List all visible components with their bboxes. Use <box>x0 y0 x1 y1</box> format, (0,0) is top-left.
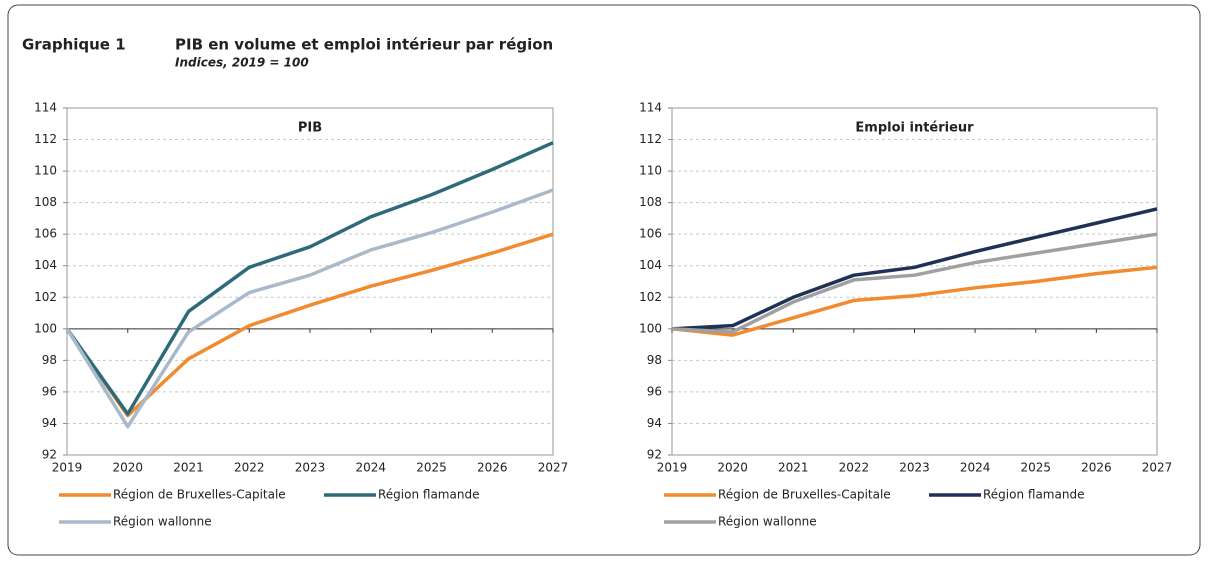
series-line <box>671 207 1158 331</box>
series-line <box>65 232 554 418</box>
x-tick-label: 2021 <box>778 461 809 475</box>
y-tick-label: 98 <box>647 353 662 367</box>
x-tick-label: 2020 <box>717 461 748 475</box>
y-tick-label: 104 <box>639 258 662 272</box>
x-tick-label: 2021 <box>173 461 204 475</box>
x-tick-label: 2020 <box>112 461 143 475</box>
legend-label: Région flamande <box>378 488 479 502</box>
x-tick-label: 2025 <box>416 461 447 475</box>
legend-label: Région wallonne <box>113 515 212 529</box>
x-tick-label: 2024 <box>355 461 386 475</box>
x-tick-label: 2022 <box>839 461 870 475</box>
y-tick-label: 94 <box>647 416 662 430</box>
y-tick-label: 102 <box>34 290 57 304</box>
chart-title: PIB <box>298 121 322 136</box>
y-tick-label: 112 <box>639 132 662 146</box>
y-tick-label: 100 <box>639 321 662 335</box>
figure-subtitle: Indices, 2019 = 100 <box>175 56 309 70</box>
x-tick-label: 2025 <box>1020 461 1051 475</box>
y-tick-label: 114 <box>34 101 57 115</box>
x-tick-label: 2026 <box>1081 461 1112 475</box>
y-tick-label: 108 <box>639 195 662 209</box>
frame <box>7 4 1201 556</box>
series-line <box>671 232 1158 334</box>
y-tick-label: 94 <box>42 416 57 430</box>
y-tick-label: 100 <box>34 321 57 335</box>
x-tick-label: 2024 <box>960 461 991 475</box>
figure-title: PIB en volume et emploi intérieur par ré… <box>175 36 553 54</box>
y-tick-label: 96 <box>647 384 662 398</box>
figure-label: Graphique 1 <box>22 36 126 54</box>
x-tick-label: 2023 <box>899 461 930 475</box>
x-tick-label: 2027 <box>1142 461 1173 475</box>
y-tick-label: 92 <box>42 448 57 462</box>
chart-title: Emploi intérieur <box>855 121 974 136</box>
y-tick-label: 112 <box>34 132 57 146</box>
x-tick-label: 2027 <box>538 461 569 475</box>
y-tick-label: 96 <box>42 384 57 398</box>
legend-label: Région flamande <box>983 488 1084 502</box>
x-tick-label: 2022 <box>234 461 265 475</box>
y-tick-label: 106 <box>34 227 57 241</box>
x-tick-label: 2023 <box>295 461 326 475</box>
y-tick-label: 102 <box>639 290 662 304</box>
plot-border <box>671 107 1158 456</box>
series-line <box>671 265 1158 337</box>
y-tick-label: 110 <box>34 164 57 178</box>
series-line <box>65 188 554 429</box>
y-tick-label: 114 <box>639 101 662 115</box>
legend-label: Région de Bruxelles-Capitale <box>113 488 286 502</box>
x-tick-label: 2026 <box>477 461 508 475</box>
legend-label: Région de Bruxelles-Capitale <box>718 488 891 502</box>
y-tick-label: 104 <box>34 258 57 272</box>
x-tick-label: 2019 <box>52 461 83 475</box>
y-tick-label: 106 <box>639 227 662 241</box>
y-tick-label: 108 <box>34 195 57 209</box>
y-tick-label: 98 <box>42 353 57 367</box>
series-line <box>65 141 554 416</box>
y-tick-label: 110 <box>639 164 662 178</box>
legend-label: Région wallonne <box>718 515 817 529</box>
plot-border <box>66 107 554 456</box>
y-tick-label: 92 <box>647 448 662 462</box>
x-tick-label: 2019 <box>657 461 688 475</box>
